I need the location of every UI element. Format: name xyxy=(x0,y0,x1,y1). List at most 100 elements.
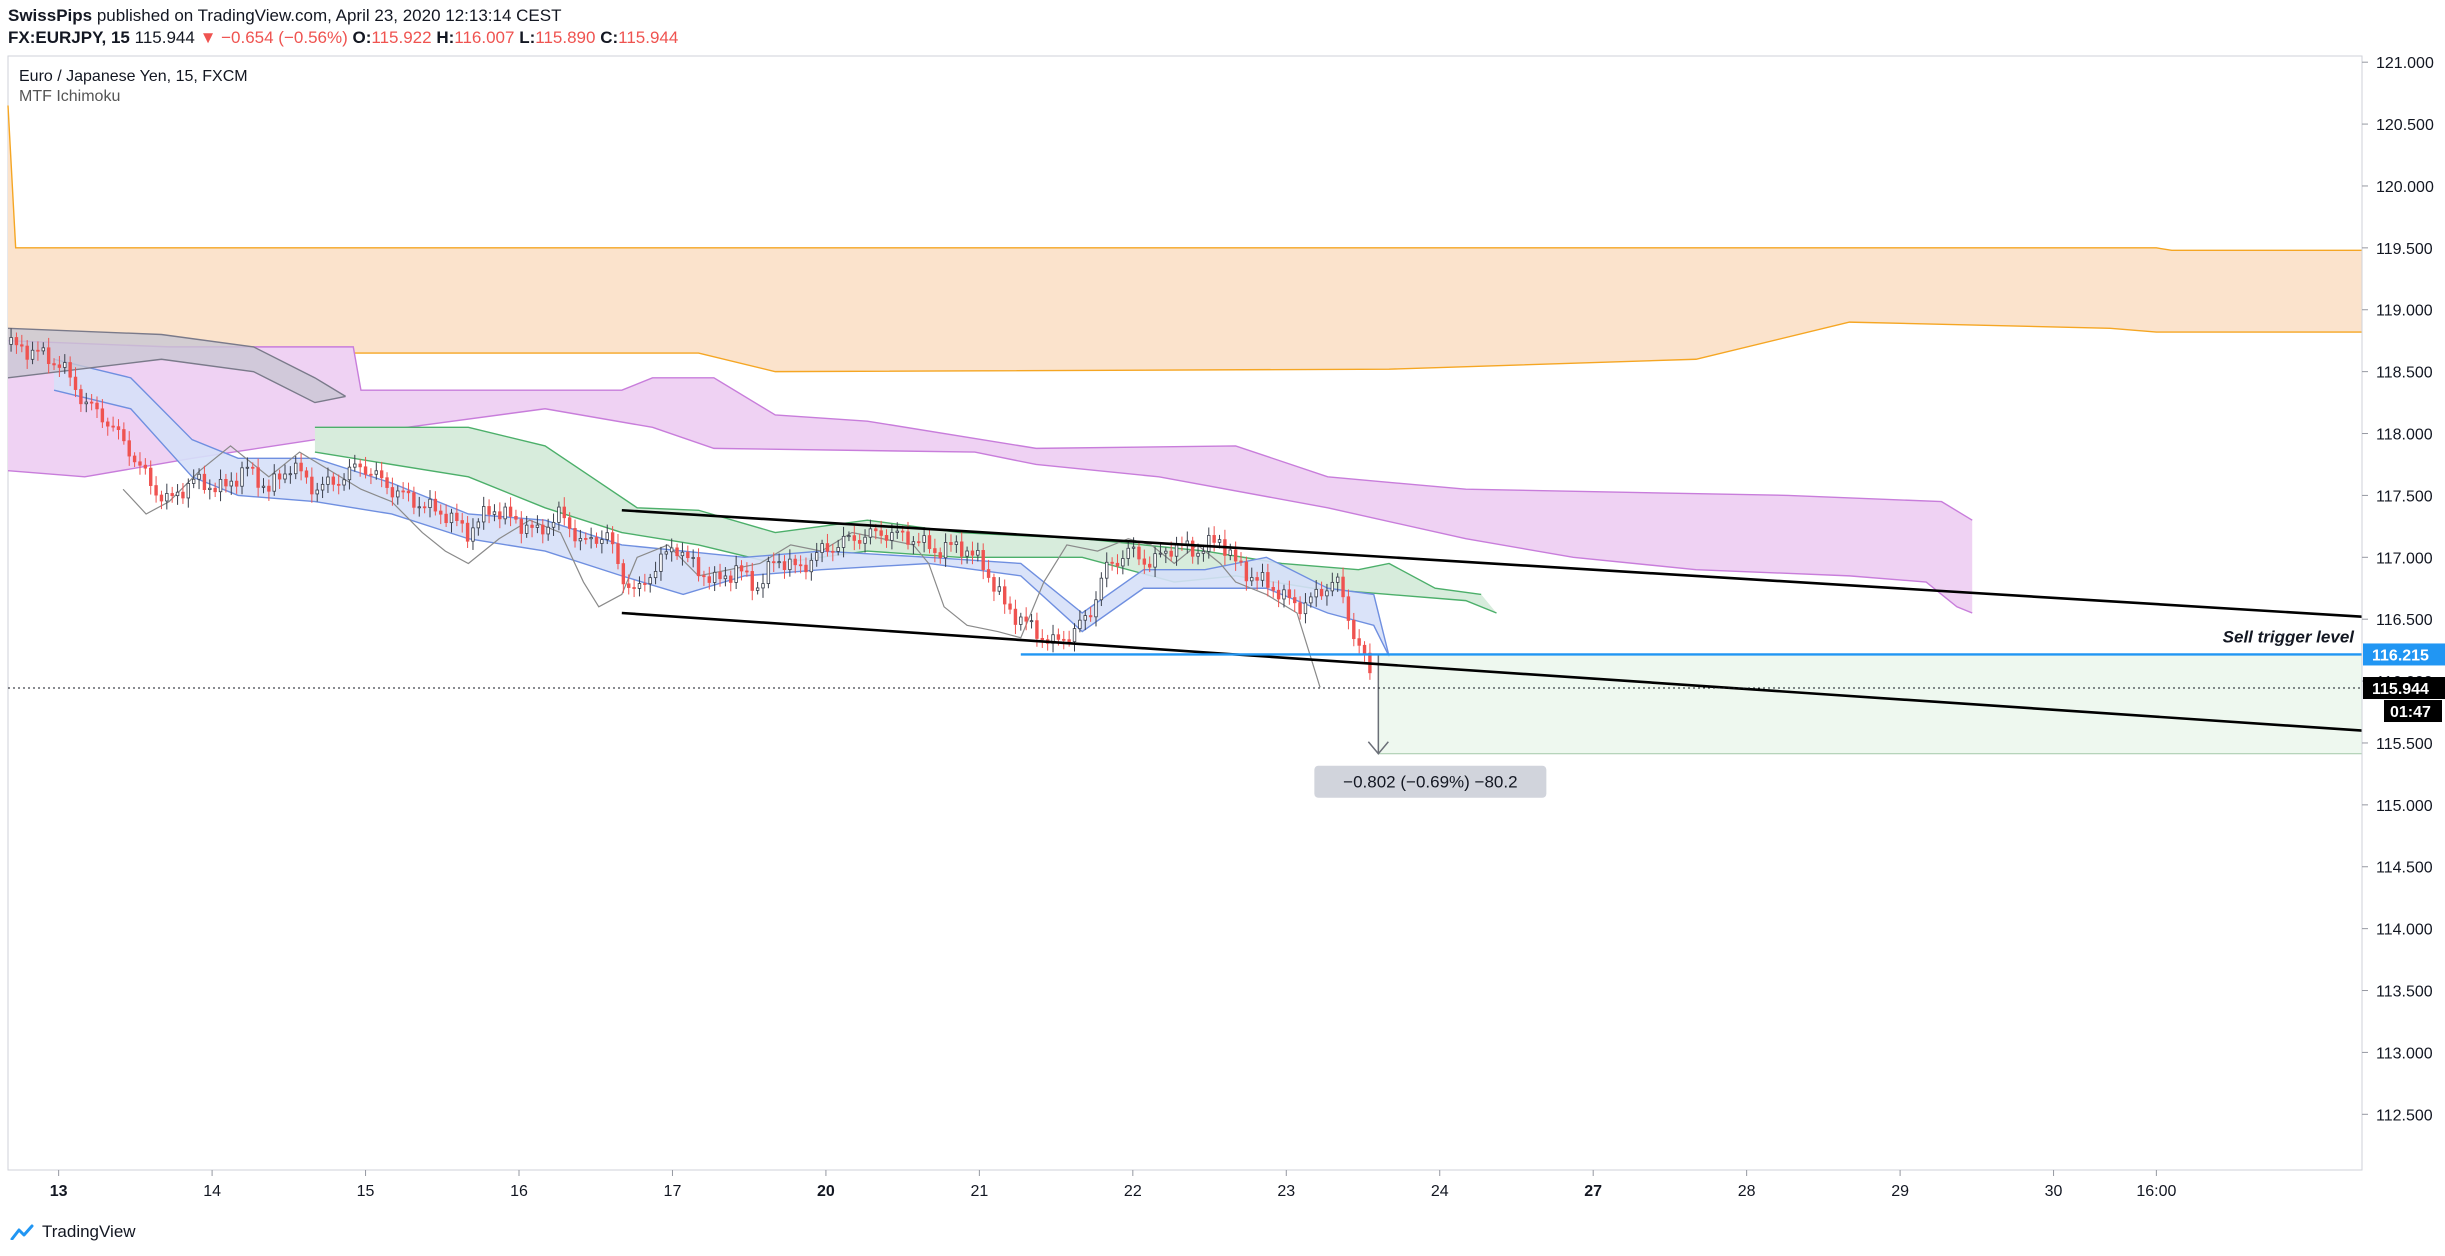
candle-body xyxy=(696,557,701,577)
candle-body xyxy=(815,552,819,561)
countdown-tag: 01:47 xyxy=(2390,704,2431,721)
candle-body xyxy=(675,547,679,557)
cloud-lower-line-1 xyxy=(7,408,1973,614)
time-tick-label: 16 xyxy=(510,1183,528,1200)
candle-body xyxy=(702,575,706,578)
candle-body xyxy=(492,511,497,515)
candle-body xyxy=(449,512,454,524)
candle-body xyxy=(487,506,491,515)
candle-body xyxy=(288,473,293,476)
candle-body xyxy=(326,476,330,485)
candle-body xyxy=(557,506,561,523)
candle-body xyxy=(122,429,126,442)
candle-body xyxy=(847,535,851,538)
candle-body xyxy=(519,518,524,534)
measure-arrow-head xyxy=(1367,741,1389,755)
cloud-lower-line-4 xyxy=(7,358,346,404)
candle-body xyxy=(900,530,905,533)
candle-body xyxy=(933,548,937,553)
candle-body xyxy=(788,558,792,570)
candle-body xyxy=(825,543,830,552)
last-price: 115.944 xyxy=(134,28,195,47)
candle-body xyxy=(1174,543,1179,557)
candle-body xyxy=(621,563,626,585)
candle-body xyxy=(1148,563,1152,568)
candle-body xyxy=(1024,616,1028,622)
candle-body xyxy=(852,535,857,541)
price-tick-label: 115.500 xyxy=(2376,736,2433,753)
candle-body xyxy=(159,494,164,502)
candles xyxy=(9,328,1372,680)
candle-body xyxy=(879,530,883,536)
candle-body xyxy=(374,470,378,475)
candle-body xyxy=(761,583,765,589)
price-tick-label: 117.500 xyxy=(2376,488,2433,505)
cloud-band-2 xyxy=(314,427,1497,613)
candle-body xyxy=(1013,608,1018,625)
cloud-lower-line-3 xyxy=(53,389,1390,657)
candle-body xyxy=(922,535,926,543)
candle-body xyxy=(14,337,19,346)
candle-body xyxy=(1126,547,1130,559)
price-tick-label: 120.000 xyxy=(2376,179,2434,196)
price-tick-label: 120.500 xyxy=(2376,117,2434,134)
candle-body xyxy=(804,564,808,573)
candle-body xyxy=(927,535,932,550)
candle-body xyxy=(116,426,121,430)
candle-body xyxy=(1002,586,1007,605)
measure-label-bg xyxy=(1314,765,1547,798)
measure-box xyxy=(1377,653,2363,755)
candle-body xyxy=(224,478,228,487)
price-tick-label: 114.500 xyxy=(2376,860,2433,877)
price-change: ▼ −0.654 (−0.56%) xyxy=(199,28,348,47)
candle-body xyxy=(1244,561,1249,582)
candle-body xyxy=(691,557,695,559)
candle-body xyxy=(584,538,588,540)
candle-body xyxy=(401,490,405,493)
candle-body xyxy=(1276,589,1281,600)
candle-body xyxy=(1110,561,1114,564)
indicator-legend[interactable]: MTF Ichimoku xyxy=(19,88,121,105)
candle-body xyxy=(417,506,421,509)
candle-body xyxy=(976,550,980,556)
candle-body xyxy=(1250,577,1254,582)
candle-body xyxy=(535,524,540,528)
candle-body xyxy=(514,515,518,520)
channel-lower-trendline xyxy=(621,611,2363,732)
last-price-tag: 115.944 xyxy=(2372,681,2429,698)
candle-body xyxy=(643,583,647,585)
candle-body xyxy=(422,506,427,509)
tradingview-logo[interactable]: TradingView xyxy=(10,1222,136,1242)
candle-body xyxy=(729,575,733,583)
candle-body xyxy=(1346,596,1351,621)
candle-body xyxy=(41,347,45,352)
candle-body xyxy=(1335,576,1340,583)
time-tick-label: 27 xyxy=(1584,1183,1602,1200)
candle-body xyxy=(793,558,797,566)
candle-body xyxy=(1067,639,1071,643)
candle-body xyxy=(1319,588,1324,597)
author-name[interactable]: SwissPips xyxy=(8,6,93,25)
candle-body xyxy=(272,473,276,492)
time-tick-label: 23 xyxy=(1277,1183,1295,1200)
candle-body xyxy=(240,467,244,487)
candle-body xyxy=(1099,577,1104,601)
high-value: 116.007 xyxy=(454,28,515,47)
tradingview-cloud-icon xyxy=(10,1224,34,1240)
candle-body xyxy=(610,532,615,545)
candle-body xyxy=(648,577,652,585)
channel-upper-trendline xyxy=(621,508,2363,619)
candle-body xyxy=(949,542,953,545)
candle-body xyxy=(997,586,1002,592)
candle-body xyxy=(1341,576,1345,598)
candle-body xyxy=(546,526,550,535)
candle-body xyxy=(1190,540,1195,557)
candle-body xyxy=(573,528,577,542)
candle-body xyxy=(680,551,685,557)
candle-body xyxy=(36,349,40,352)
low-value: 115.890 xyxy=(535,28,596,47)
candle-body xyxy=(363,466,368,475)
candle-body xyxy=(197,473,201,480)
ohlc-header: FX:EURJPY, 15 115.944 ▼ −0.654 (−0.56%) … xyxy=(8,28,678,48)
